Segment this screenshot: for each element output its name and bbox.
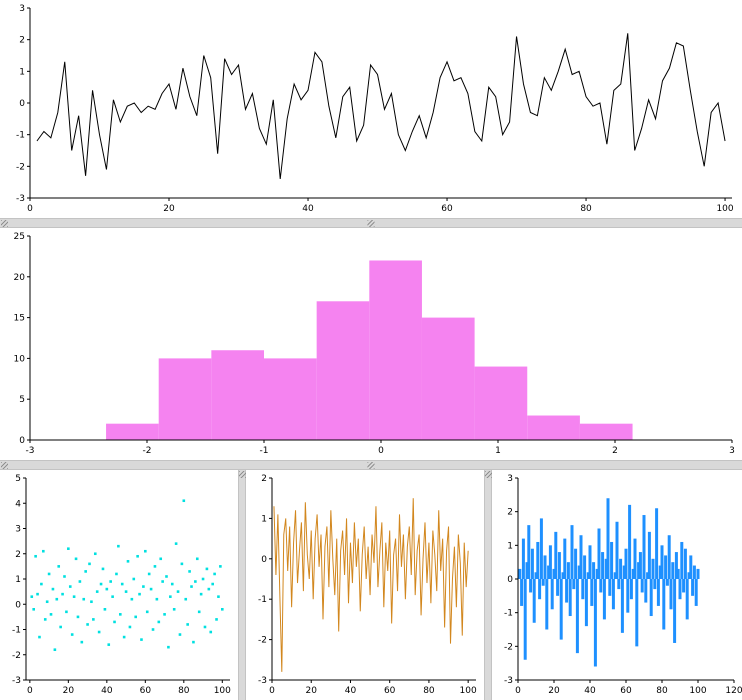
svg-text:5: 5 (19, 395, 25, 405)
svg-text:100: 100 (716, 204, 733, 214)
svg-text:40: 40 (101, 686, 113, 696)
svg-text:2: 2 (15, 550, 21, 560)
horizontal-splitter-1[interactable] (0, 218, 742, 228)
svg-text:3: 3 (507, 474, 513, 484)
svg-text:-1: -1 (260, 446, 269, 456)
svg-text:1: 1 (495, 446, 501, 456)
svg-text:80: 80 (178, 686, 190, 696)
svg-text:100: 100 (460, 686, 477, 696)
horizontal-splitter-2[interactable] (0, 460, 742, 470)
svg-text:0: 0 (515, 686, 521, 696)
svg-text:3: 3 (19, 4, 25, 14)
svg-text:-1: -1 (258, 595, 267, 605)
svg-text:0: 0 (19, 436, 25, 446)
svg-text:-3: -3 (16, 194, 25, 204)
svg-text:1: 1 (19, 67, 25, 77)
svg-text:-2: -2 (143, 446, 152, 456)
svg-text:20: 20 (306, 686, 318, 696)
svg-text:5: 5 (15, 474, 21, 484)
svg-text:-2: -2 (504, 642, 513, 652)
svg-text:-3: -3 (26, 446, 35, 456)
bottom-panels-row: -3 -2 -1 0 1 2 3 4 5 0 20 40 60 80 100 -3 -2 -1 0 1 2 0 20 40 6… (0, 470, 742, 700)
svg-text:1: 1 (15, 575, 21, 585)
svg-text:60: 60 (384, 686, 396, 696)
histogram-chart: 0 5 10 15 20 25 -3 -2 -1 0 1 2 3 (14, 232, 735, 456)
svg-text:0: 0 (507, 575, 513, 585)
svg-text:60: 60 (441, 204, 453, 214)
resize-grip-icon[interactable] (367, 220, 375, 227)
svg-text:10: 10 (14, 354, 26, 364)
svg-text:25: 25 (14, 232, 25, 242)
svg-text:1: 1 (261, 514, 267, 524)
svg-text:60: 60 (140, 686, 152, 696)
svg-text:2: 2 (261, 474, 267, 484)
resize-grip-icon[interactable] (1, 220, 8, 227)
svg-text:60: 60 (620, 686, 632, 696)
svg-text:0: 0 (269, 686, 275, 696)
scatter-chart: -3 -2 -1 0 1 2 3 4 5 0 20 40 60 80 100 (12, 474, 231, 696)
vertical-splitter-1[interactable] (238, 470, 246, 700)
resize-grip-icon[interactable] (485, 471, 492, 478)
svg-text:20: 20 (163, 204, 175, 214)
svg-text:100: 100 (689, 686, 706, 696)
svg-text:20: 20 (14, 273, 26, 283)
panel-stem-chart: -3 -2 -1 0 1 2 3 0 20 40 60 80 100 120 (492, 470, 742, 700)
svg-text:3: 3 (15, 525, 21, 535)
svg-text:2: 2 (19, 36, 25, 46)
svg-text:80: 80 (656, 686, 668, 696)
svg-text:-3: -3 (504, 676, 513, 686)
svg-text:15: 15 (14, 314, 25, 324)
svg-text:0: 0 (27, 204, 33, 214)
svg-text:3: 3 (729, 446, 735, 456)
svg-text:-1: -1 (16, 131, 25, 141)
resize-grip-icon[interactable] (239, 471, 246, 478)
panel-histogram: 0 5 10 15 20 25 -3 -2 -1 0 1 2 3 (0, 228, 742, 460)
svg-text:0: 0 (261, 555, 267, 565)
svg-text:-3: -3 (258, 676, 267, 686)
svg-text:-1: -1 (504, 609, 513, 619)
svg-text:40: 40 (345, 686, 357, 696)
stem-chart: -3 -2 -1 0 1 2 3 0 20 40 60 80 100 120 (504, 474, 742, 696)
svg-text:100: 100 (214, 686, 231, 696)
svg-text:4: 4 (15, 499, 21, 509)
svg-text:-2: -2 (258, 636, 267, 646)
svg-text:0: 0 (19, 99, 25, 109)
resize-grip-icon[interactable] (1, 462, 8, 469)
vertical-splitter-2[interactable] (484, 470, 492, 700)
svg-text:-2: -2 (16, 162, 25, 172)
svg-text:40: 40 (302, 204, 314, 214)
svg-text:20: 20 (63, 686, 75, 696)
svg-text:120: 120 (725, 686, 742, 696)
panel-line-chart: -3 -2 -1 0 1 2 3 0 20 40 60 80 100 (0, 0, 742, 218)
svg-text:0: 0 (27, 686, 33, 696)
line-chart: -3 -2 -1 0 1 2 3 0 20 40 60 80 100 (16, 4, 734, 214)
svg-text:-3: -3 (12, 676, 21, 686)
svg-text:20: 20 (548, 686, 560, 696)
svg-text:2: 2 (612, 446, 618, 456)
svg-text:-2: -2 (12, 651, 21, 661)
svg-text:-1: -1 (12, 626, 21, 636)
svg-text:0: 0 (15, 600, 21, 610)
svg-text:80: 80 (580, 204, 592, 214)
svg-text:40: 40 (584, 686, 596, 696)
resize-grip-icon[interactable] (367, 462, 375, 469)
panel-step-chart: -3 -2 -1 0 1 2 0 20 40 60 80 100 (246, 470, 484, 700)
svg-text:0: 0 (378, 446, 384, 456)
svg-text:1: 1 (507, 541, 513, 551)
panel-scatter-chart: -3 -2 -1 0 1 2 3 4 5 0 20 40 60 80 100 (0, 470, 238, 700)
svg-text:80: 80 (423, 686, 435, 696)
svg-text:2: 2 (507, 508, 513, 518)
